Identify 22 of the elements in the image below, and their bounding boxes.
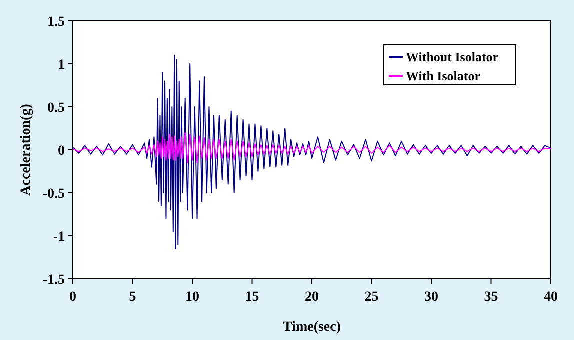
y-axis-title: Acceleration(g): [19, 104, 34, 196]
x-tick-label: 25: [364, 290, 379, 305]
y-tick-label: 0: [58, 144, 65, 159]
legend-label: Without Isolator: [406, 50, 499, 65]
x-tick-label: 30: [424, 290, 438, 305]
x-tick-label: 35: [484, 290, 498, 305]
legend-label: With Isolator: [406, 68, 481, 84]
x-axis-title: Time(sec): [282, 320, 342, 335]
line-series: [72, 54, 552, 250]
y-tick-label: -0.5: [42, 186, 65, 202]
x-tick-label: 40: [544, 290, 558, 305]
x-tick-label: 20: [305, 290, 319, 305]
y-tick-label: 0.5: [48, 100, 65, 116]
y-tick-label: -1: [53, 230, 65, 245]
line-series: [72, 132, 552, 164]
y-tick-label: 1: [58, 58, 65, 73]
y-tick-label: -1.5: [42, 272, 65, 288]
x-tick-label: 15: [245, 290, 260, 305]
y-tick-label: 1.5: [48, 14, 65, 30]
x-tick-label: 5: [129, 290, 136, 305]
x-tick-label: 10: [186, 290, 200, 305]
x-tick-label: 0: [70, 290, 76, 305]
